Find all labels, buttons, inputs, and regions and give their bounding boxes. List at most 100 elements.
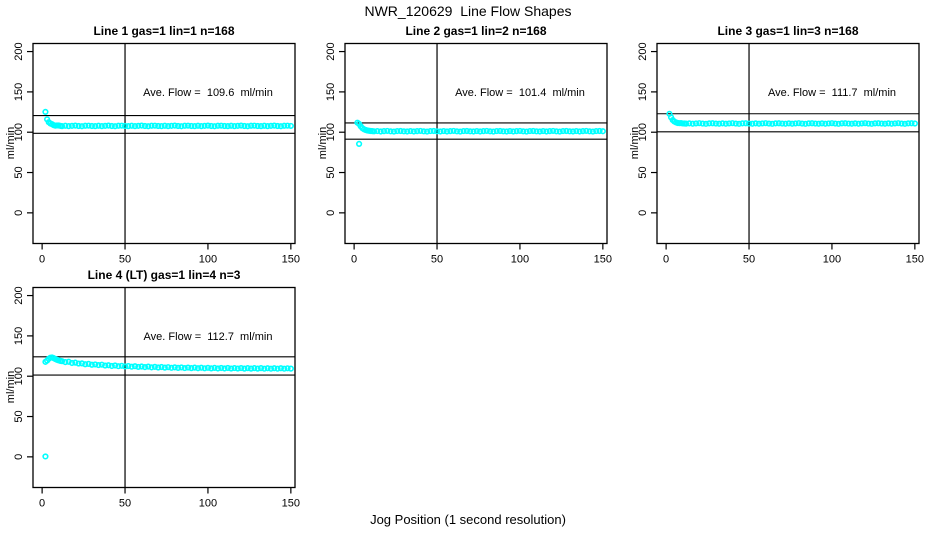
data-point <box>224 364 231 372</box>
data-point <box>374 127 381 135</box>
data-point <box>168 122 175 129</box>
data-point <box>58 123 66 130</box>
data-point <box>735 120 743 127</box>
data-point <box>546 128 553 135</box>
data-point <box>118 122 125 129</box>
data-point <box>563 127 570 135</box>
data-point <box>218 364 225 372</box>
data-point <box>178 364 185 371</box>
data-point <box>281 365 288 372</box>
data-point <box>121 122 129 130</box>
data-point <box>898 120 905 127</box>
data-point <box>858 120 865 127</box>
data-point <box>377 128 384 135</box>
data-point <box>579 128 587 135</box>
data-point <box>165 123 172 130</box>
data-point <box>453 128 461 135</box>
panel-1-ylabel: ml/min <box>5 126 17 160</box>
data-point <box>835 120 842 127</box>
data-point <box>785 120 792 127</box>
data-point <box>42 453 49 460</box>
data-point <box>251 122 258 129</box>
x-tick-label: 150 <box>282 254 300 266</box>
y-tick-label: 150 <box>325 83 337 101</box>
data-point <box>742 120 749 127</box>
data-point <box>284 365 291 372</box>
data-point <box>184 364 192 371</box>
panel-2-title: Line 2 gas=1 lin=2 n=168 <box>405 24 547 38</box>
data-point <box>798 120 806 127</box>
data-point <box>181 122 188 129</box>
data-point <box>171 364 178 371</box>
data-point <box>287 365 294 372</box>
data-point <box>98 123 105 130</box>
data-point <box>82 122 89 129</box>
data-point <box>234 122 241 129</box>
data-point <box>394 127 401 135</box>
data-point <box>88 361 95 368</box>
data-point <box>732 120 739 127</box>
data-point <box>370 128 378 135</box>
panel-1-annotation: Ave. Flow = 109.6 ml/min <box>143 87 273 99</box>
data-point <box>838 120 845 127</box>
data-point <box>569 128 577 135</box>
data-point <box>115 122 122 129</box>
data-point <box>145 123 152 130</box>
panel-1-plot: 0 50 100 150 0 50 100 150 200 <box>13 42 300 265</box>
data-point <box>530 127 537 135</box>
data-point <box>559 127 567 135</box>
data-point <box>891 120 899 127</box>
data-point <box>247 122 255 129</box>
panel-1-title: Line 1 gas=1 lin=1 n=168 <box>93 24 235 38</box>
data-point <box>105 362 112 369</box>
data-point <box>384 127 391 135</box>
data-point <box>267 122 275 129</box>
data-point <box>151 363 158 370</box>
data-point <box>400 128 407 135</box>
data-point <box>238 364 245 372</box>
data-point <box>553 128 560 135</box>
data-point <box>805 120 812 127</box>
data-point <box>221 122 228 130</box>
data-point <box>264 123 271 130</box>
data-point <box>596 127 603 135</box>
data-point <box>221 365 228 372</box>
data-point <box>380 128 388 135</box>
data-point <box>802 120 809 127</box>
data-point <box>493 127 500 135</box>
panel-4-title: Line 4 (LT) gas=1 lin=4 n=3 <box>87 268 241 282</box>
data-point <box>171 122 178 129</box>
data-point <box>65 358 72 365</box>
data-point <box>516 127 524 135</box>
data-point <box>427 127 434 135</box>
data-point <box>102 362 109 369</box>
data-point <box>450 127 457 135</box>
data-point <box>75 122 82 130</box>
x-tick-label: 0 <box>663 254 669 266</box>
data-point <box>513 128 520 135</box>
y-tick-label: 100 <box>13 123 25 141</box>
plot-box <box>656 42 920 245</box>
data-point <box>506 127 514 135</box>
y-tick-label: 100 <box>13 367 25 385</box>
panel-2-plot: 0 50 100 150 0 50 100 150 200 <box>325 42 612 265</box>
data-point <box>155 364 162 371</box>
panel-2-annotation: Ave. Flow = 101.4 ml/min <box>455 87 585 99</box>
y-tick-label: 50 <box>13 166 25 178</box>
data-point <box>231 364 238 372</box>
data-point <box>125 362 132 370</box>
data-point <box>208 365 215 372</box>
data-point <box>274 122 281 130</box>
x-tick-label: 50 <box>119 254 131 266</box>
data-point <box>779 120 786 127</box>
x-tick-label: 50 <box>119 498 131 510</box>
data-point <box>423 128 431 135</box>
data-point <box>135 363 142 371</box>
data-point <box>201 365 208 372</box>
data-point <box>729 120 736 127</box>
data-point <box>477 128 484 135</box>
data-point <box>759 120 766 127</box>
data-point <box>95 361 102 369</box>
data-point <box>92 361 99 368</box>
